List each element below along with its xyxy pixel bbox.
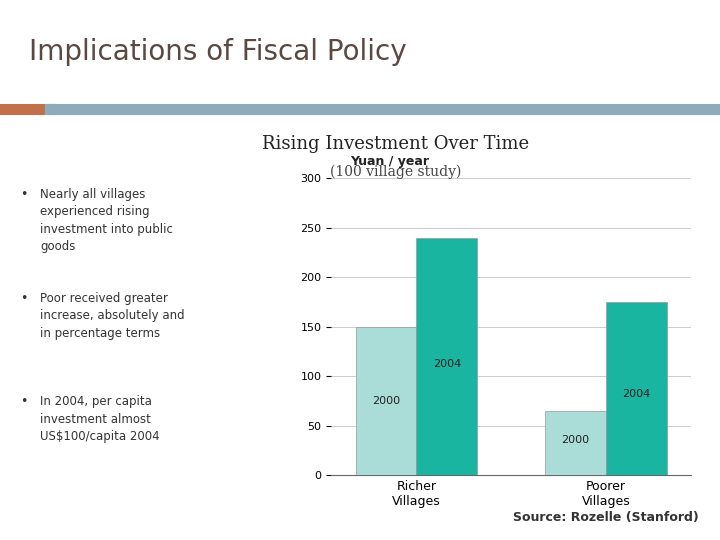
Text: Source: Rozelle (Stanford): Source: Rozelle (Stanford) — [513, 511, 698, 524]
Text: 2000: 2000 — [372, 396, 400, 406]
Text: (100 village study): (100 village study) — [330, 165, 462, 179]
Text: •: • — [20, 395, 27, 408]
Bar — [606, 302, 667, 475]
Bar — [356, 327, 416, 475]
Text: 2004: 2004 — [433, 359, 461, 368]
Text: •: • — [20, 188, 27, 201]
Text: Yuan / year: Yuan / year — [350, 156, 429, 168]
Text: Rising Investment Over Time: Rising Investment Over Time — [262, 135, 530, 153]
Text: In 2004, per capita
investment almost
US$100/capita 2004: In 2004, per capita investment almost US… — [40, 395, 160, 443]
Text: Implications of Fiscal Policy: Implications of Fiscal Policy — [29, 38, 406, 66]
Text: Poor received greater
increase, absolutely and
in percentage terms: Poor received greater increase, absolute… — [40, 292, 185, 340]
Text: 2004: 2004 — [622, 389, 650, 399]
Text: 2000: 2000 — [562, 435, 590, 445]
Text: •: • — [20, 292, 27, 305]
Bar — [416, 238, 477, 475]
Text: Nearly all villages
experienced rising
investment into public
goods: Nearly all villages experienced rising i… — [40, 188, 174, 253]
Bar — [545, 411, 606, 475]
